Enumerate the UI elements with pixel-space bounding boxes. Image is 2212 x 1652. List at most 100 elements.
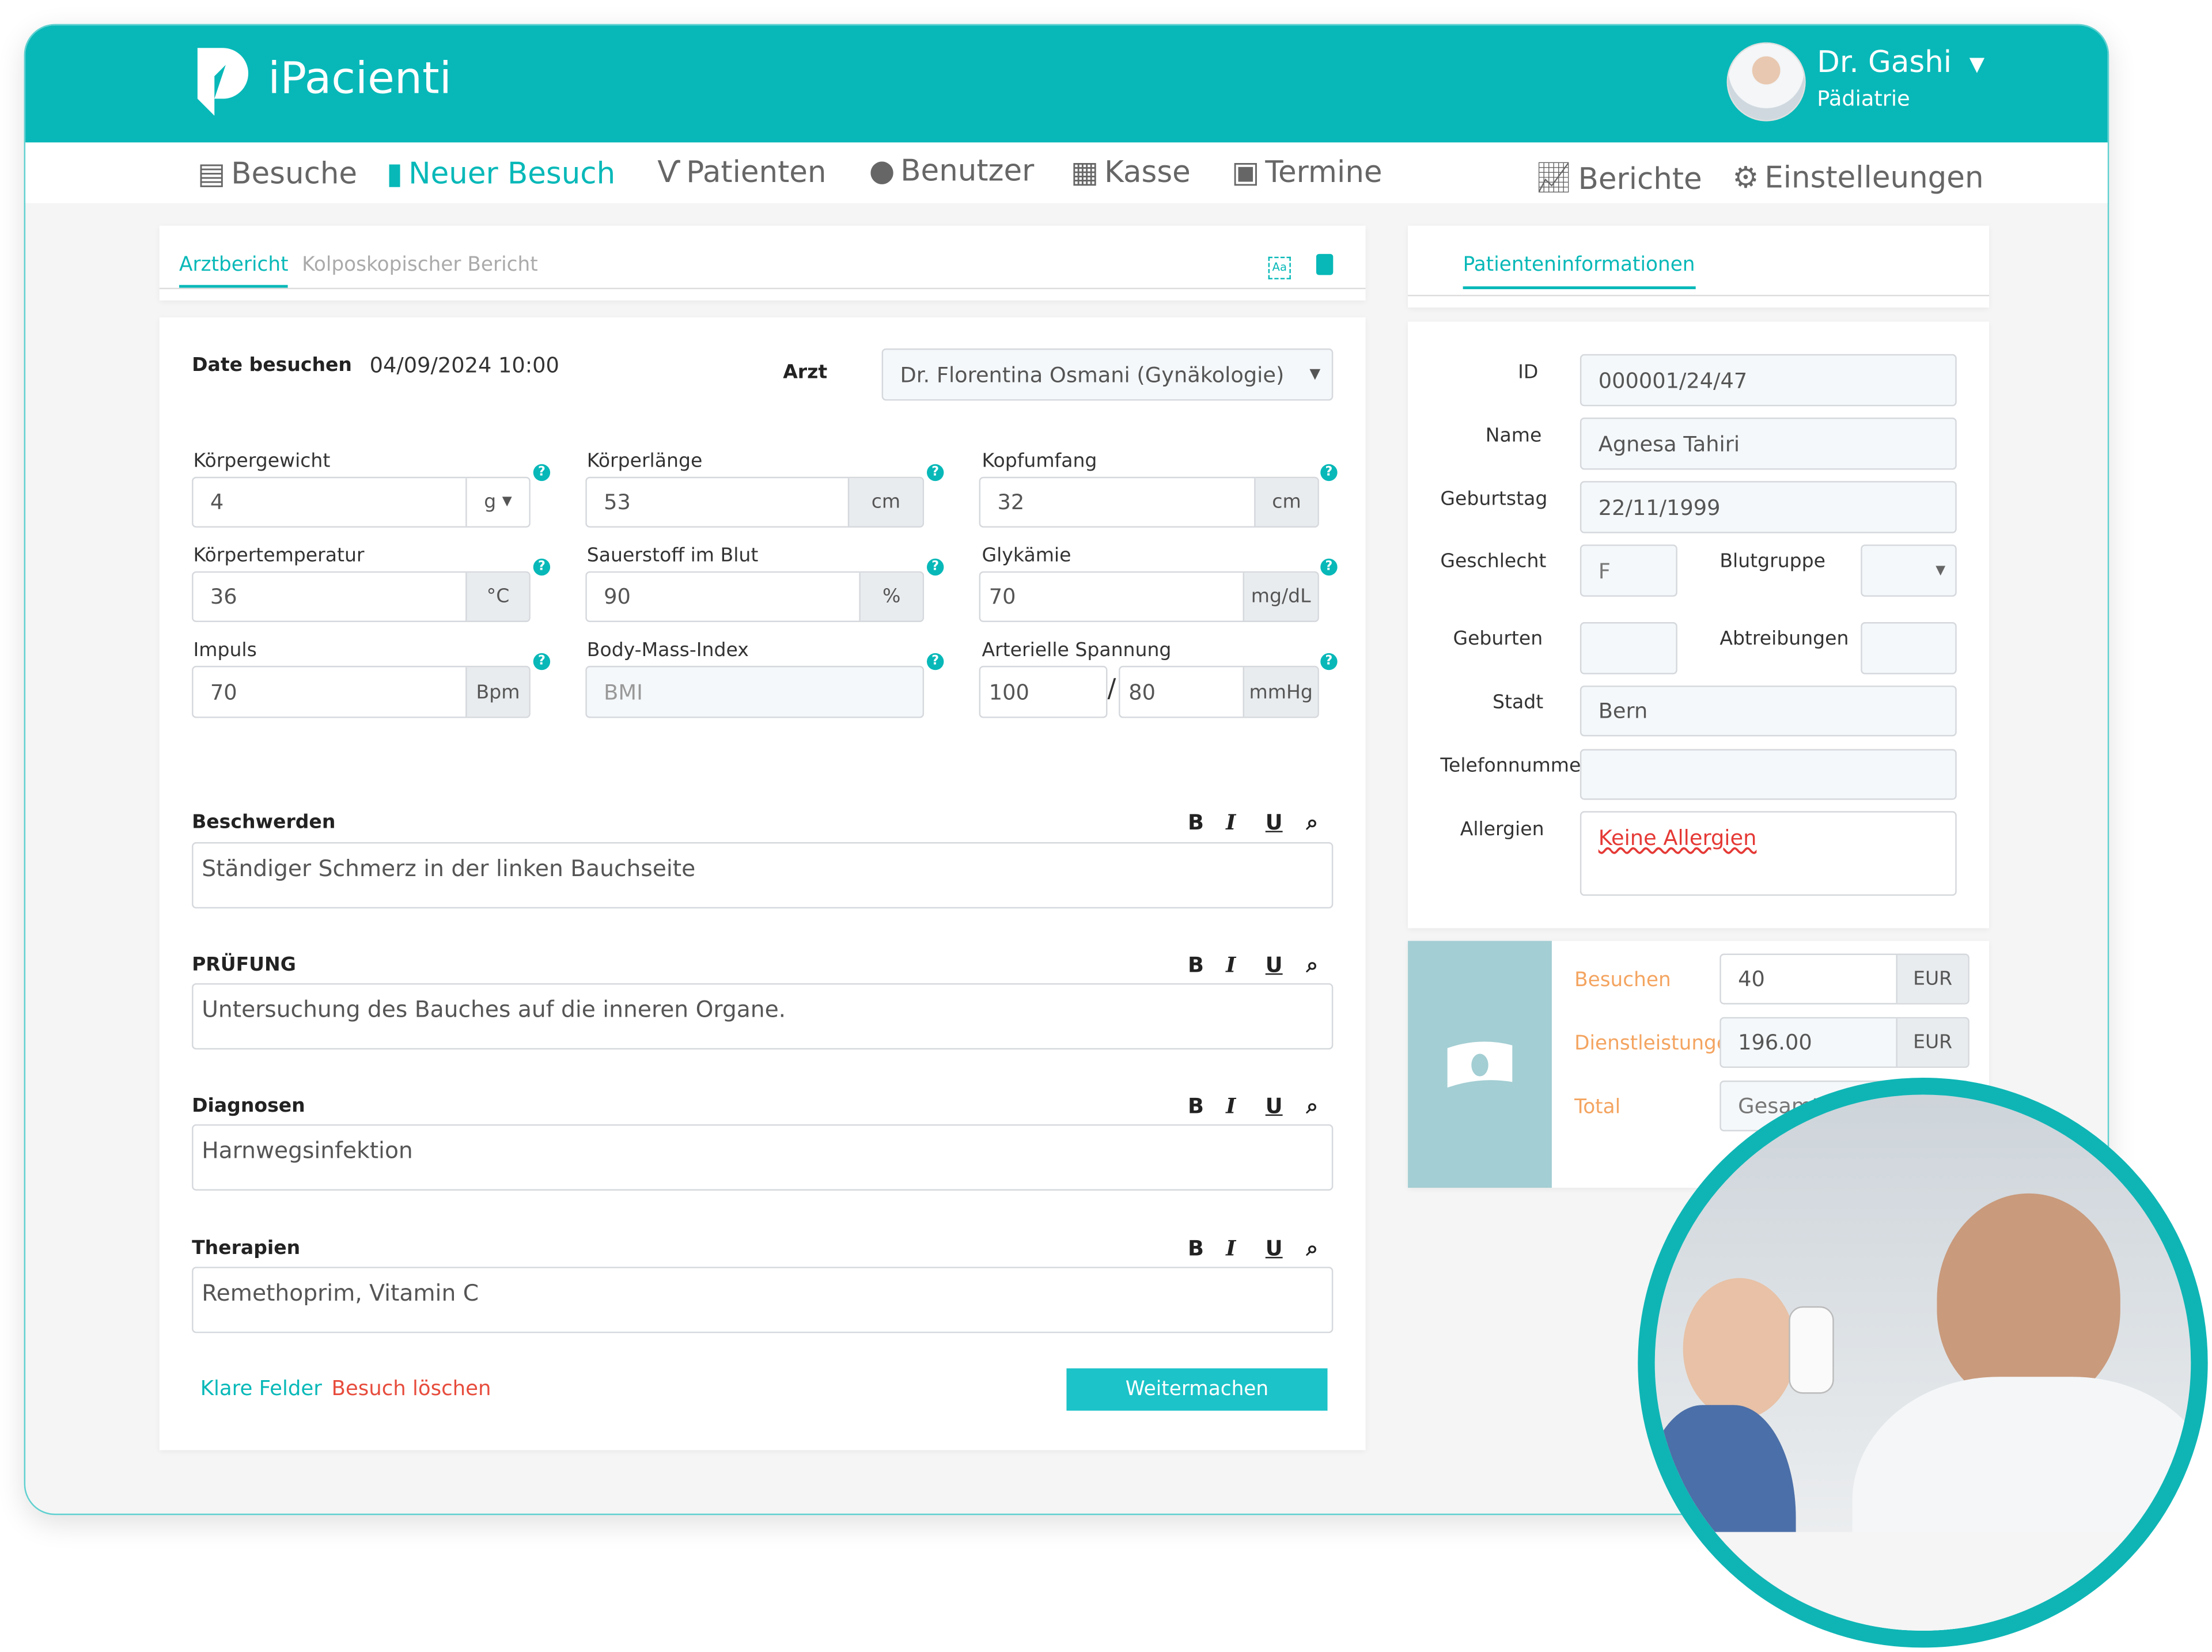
glyc-input[interactable]: 70 mg/dL bbox=[979, 571, 1319, 623]
italic-icon[interactable]: I bbox=[1226, 952, 1236, 978]
pulse-input[interactable]: 70 Bpm bbox=[192, 665, 531, 718]
copy-icon[interactable] bbox=[1316, 253, 1334, 275]
search-icon[interactable]: ⌕ bbox=[1306, 1236, 1319, 1261]
bp-systolic-input[interactable]: 100 bbox=[979, 665, 1108, 718]
temp-input[interactable]: 36 °C bbox=[192, 571, 531, 623]
weight-unit-select[interactable]: g ▼ bbox=[465, 478, 529, 526]
clear-fields-link[interactable]: Klare Felder bbox=[200, 1378, 322, 1401]
section-label: Diagnosen bbox=[192, 1094, 305, 1117]
child-head bbox=[1683, 1278, 1796, 1419]
avatar[interactable] bbox=[1726, 42, 1806, 122]
bold-icon[interactable]: B bbox=[1188, 952, 1205, 978]
font-format-icon[interactable]: Aa bbox=[1268, 256, 1291, 279]
doctor-select[interactable]: Dr. Florentina Osmani (Gynäkologie) ▼ bbox=[881, 348, 1334, 401]
help-icon[interactable]: ? bbox=[533, 558, 551, 576]
date-value: 04/09/2024 10:00 bbox=[369, 353, 559, 378]
underline-icon[interactable]: U bbox=[1265, 952, 1283, 978]
bp-diastolic-input[interactable]: 80 mmHg bbox=[1119, 665, 1319, 718]
therapies-textarea[interactable]: Remethoprim, Vitamin C bbox=[192, 1267, 1334, 1333]
nav-benutzer[interactable]: ● Benutzer bbox=[869, 153, 1035, 188]
italic-icon[interactable]: I bbox=[1226, 809, 1236, 835]
nav-termine[interactable]: ▣ Termine bbox=[1231, 155, 1382, 190]
nav-berichte[interactable]: 📈︎ Berichte bbox=[1535, 161, 1702, 196]
help-icon[interactable]: ? bbox=[1320, 464, 1338, 482]
divider bbox=[1408, 294, 1990, 297]
head-unit: cm bbox=[1254, 478, 1318, 526]
nav-kasse[interactable]: ▦ Kasse bbox=[1070, 155, 1191, 190]
bp-separator: / bbox=[1107, 674, 1116, 704]
italic-icon[interactable]: I bbox=[1226, 1236, 1236, 1261]
search-icon[interactable]: ⌕ bbox=[1306, 1093, 1319, 1119]
help-icon[interactable]: ? bbox=[533, 464, 551, 482]
diagnoses-textarea[interactable]: Harnwegsinfektion bbox=[192, 1124, 1334, 1191]
complaints-textarea[interactable]: Ständiger Schmerz in der linken Bauchsei… bbox=[192, 842, 1334, 909]
services-fee-input[interactable]: 196.00 EUR bbox=[1719, 1017, 1969, 1068]
nav-besuche[interactable]: ▤ Besuche bbox=[197, 156, 358, 191]
help-icon[interactable]: ? bbox=[926, 464, 944, 482]
main-nav: ▤ Besuche ▮ Neuer Besuch Ѵ Patienten ● Benut… bbox=[25, 142, 2108, 203]
birthday-input[interactable]: 22/11/1999 bbox=[1580, 481, 1957, 533]
thermometer bbox=[1789, 1306, 1834, 1394]
examination-textarea[interactable]: Untersuchung des Bauches auf die inneren… bbox=[192, 983, 1334, 1050]
glyc-label: Glykämie bbox=[982, 544, 1071, 567]
help-icon[interactable]: ? bbox=[1320, 653, 1338, 670]
head-input[interactable]: 32 cm bbox=[979, 476, 1319, 528]
name-label: Name bbox=[1485, 425, 1542, 448]
bmi-input[interactable]: BMI bbox=[585, 665, 925, 718]
app-name: iPacienti bbox=[268, 54, 452, 105]
services-fee-label: Dienstleistunge bbox=[1574, 1032, 1729, 1055]
bp-label: Arterielle Spannung bbox=[982, 639, 1172, 662]
births-input[interactable] bbox=[1580, 622, 1677, 675]
tab-patient-info[interactable]: Patienteninformationen bbox=[1463, 254, 1695, 290]
user-md-icon: ● bbox=[869, 153, 895, 188]
chevron-down-icon: ▼ bbox=[1309, 366, 1321, 382]
header: iPacienti Dr. Gashi ▼ Pädiatrie bbox=[25, 25, 2108, 143]
blood-select[interactable]: ▼ bbox=[1861, 544, 1957, 597]
continue-button[interactable]: Weitermachen bbox=[1066, 1368, 1328, 1411]
search-icon[interactable]: ⌕ bbox=[1306, 809, 1319, 835]
chart-line-icon: 📈︎ bbox=[1535, 161, 1573, 195]
city-input[interactable]: Bern bbox=[1580, 685, 1957, 737]
chevron-down-icon[interactable]: ▼ bbox=[1969, 54, 1985, 77]
phone-input[interactable] bbox=[1580, 749, 1957, 800]
oxygen-unit: % bbox=[859, 573, 923, 621]
doctor-label: Arzt bbox=[783, 361, 828, 384]
abortions-input[interactable] bbox=[1861, 622, 1957, 675]
allergies-label: Allergien bbox=[1460, 818, 1544, 841]
length-input[interactable]: 53 cm bbox=[585, 476, 925, 528]
oxygen-input[interactable]: 90% bbox=[585, 571, 925, 623]
nav-neuer-besuch[interactable]: ▮ Neuer Besuch bbox=[387, 156, 616, 191]
help-icon[interactable]: ? bbox=[533, 653, 551, 670]
search-icon[interactable]: ⌕ bbox=[1306, 952, 1319, 978]
visits-fee-input[interactable]: 40 EUR bbox=[1719, 953, 1969, 1005]
bold-icon[interactable]: B bbox=[1188, 809, 1205, 835]
gear-icon: ⚙ bbox=[1732, 161, 1759, 195]
chevron-down-icon: ▼ bbox=[1936, 563, 1946, 578]
allergies-textarea[interactable]: Keine Allergien bbox=[1580, 811, 1957, 896]
user-name[interactable]: Dr. Gashi bbox=[1817, 45, 1952, 79]
date-label: Date besuchen bbox=[192, 354, 352, 377]
help-icon[interactable]: ? bbox=[926, 653, 944, 670]
money-bill-icon bbox=[1447, 1041, 1513, 1088]
delete-visit-link[interactable]: Besuch löschen bbox=[331, 1378, 491, 1401]
id-input[interactable]: 000001/24/47 bbox=[1580, 354, 1957, 407]
italic-icon[interactable]: I bbox=[1226, 1093, 1236, 1119]
tab-arztbericht[interactable]: Arztbericht bbox=[179, 254, 289, 288]
gender-input[interactable]: F bbox=[1580, 544, 1677, 597]
name-input[interactable]: Agnesa Tahiri bbox=[1580, 417, 1957, 470]
nav-patienten[interactable]: Ѵ Patienten bbox=[657, 155, 827, 190]
divider bbox=[159, 287, 1366, 290]
underline-icon[interactable]: U bbox=[1265, 1236, 1283, 1261]
underline-icon[interactable]: U bbox=[1265, 809, 1283, 835]
bold-icon[interactable]: B bbox=[1188, 1093, 1205, 1119]
nav-einstellungen[interactable]: ⚙ Einstelleungen bbox=[1732, 161, 1984, 195]
temp-label: Körpertemperatur bbox=[193, 544, 365, 567]
underline-icon[interactable]: U bbox=[1265, 1093, 1283, 1119]
help-icon[interactable]: ? bbox=[926, 558, 944, 576]
bold-icon[interactable]: B bbox=[1188, 1236, 1205, 1261]
help-icon[interactable]: ? bbox=[1320, 558, 1338, 576]
cash-register-icon: ▦ bbox=[1070, 155, 1099, 190]
tab-kolposkopischer-bericht[interactable]: Kolposkopischer Bericht bbox=[302, 253, 538, 277]
weight-label: Körpergewicht bbox=[193, 450, 331, 473]
